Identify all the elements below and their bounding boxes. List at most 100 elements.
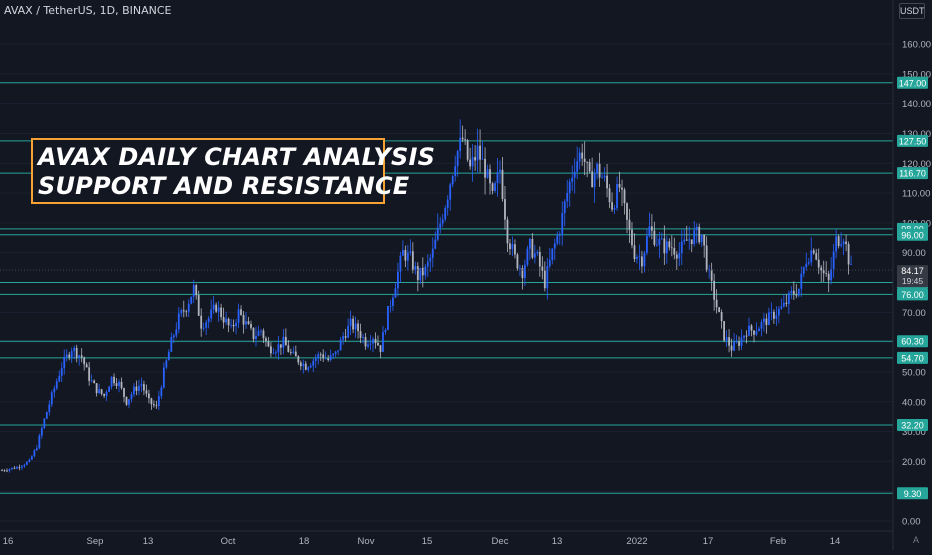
candle [289,348,292,356]
level-price-tags: 147.00127.50116.7098.0096.0080.0076.0060… [897,76,928,500]
candle [840,232,843,248]
candle [304,360,307,371]
candle-body [60,368,63,376]
y-tick-label: 110.00 [902,189,930,200]
candle-body [626,203,628,220]
candle [703,234,706,258]
candle-body [464,139,467,141]
candle [232,319,235,332]
candle-body [297,356,300,363]
candle-body [401,250,404,256]
candle [807,257,810,266]
candle [449,182,452,211]
currency-button[interactable]: USDT [899,3,925,19]
candle [501,156,504,202]
candle [307,366,310,373]
candle-body [255,335,257,340]
candle-body [688,239,691,241]
candle [225,311,227,326]
candle [489,164,491,195]
candle-body [509,243,511,250]
candle [317,351,320,365]
candle [429,253,432,272]
candle-body [566,192,569,202]
candle-body [374,338,377,343]
candle-body [636,257,638,260]
candle [392,294,394,312]
candle-body [237,309,240,323]
candle-body [623,189,626,204]
candle-body [128,399,130,405]
candle [28,458,31,463]
candle [382,325,384,352]
candle-body [785,302,788,304]
candle [372,336,374,353]
candle-body [815,253,818,260]
candle [773,309,775,324]
candle-body [292,351,295,353]
candle [68,351,71,361]
candle-body [429,257,432,262]
candle [763,312,765,332]
candle [526,245,529,267]
title-line-1: AVAX DAILY CHART ANALYSIS [38,143,436,171]
candle [616,176,618,211]
candle [618,171,621,193]
candle-body [347,325,350,338]
candle-body [235,322,237,327]
candle [80,348,83,363]
candle-body [397,271,399,289]
candle-body [439,223,442,228]
candle-body [317,354,320,359]
candle [125,396,128,406]
candle [571,165,574,191]
candle [690,239,693,253]
candle [728,329,730,353]
candle-body [95,383,98,394]
candles [1,119,852,473]
time-axis[interactable]: 16 Sep 13 Oct 18 Nov 15 Dec 13 2022 17 Feb 14 [3,536,841,547]
candle [40,426,43,439]
candle [825,261,828,277]
candle [802,266,805,278]
candle [362,333,364,344]
candle-body [118,381,120,386]
candle-body [613,208,616,210]
candle [190,296,193,305]
symbol-info[interactable]: AVAX / TetherUS, 1D, BINANCE [4,4,172,17]
candle [177,307,180,334]
candle-body [202,327,205,329]
candle-body [484,158,486,178]
candle-body [782,302,785,307]
candle-body [763,318,765,323]
candle [795,284,798,299]
level-tag-bg [897,76,928,89]
candle [43,418,46,430]
candle [115,377,118,390]
candle-body [573,171,576,178]
candle [33,449,36,458]
candle [272,348,275,355]
candle [608,184,611,209]
candle [257,325,260,337]
candle-body [190,296,193,304]
candle [100,388,103,396]
candle-body [6,470,8,472]
candle-body [441,219,444,224]
candle-body [177,313,180,330]
candle [750,324,753,337]
candle-body [65,354,68,358]
candle-body [329,355,332,361]
auto-scale-icon[interactable]: A [912,535,919,545]
candle-body [314,358,317,361]
candle-body [601,177,603,179]
candle-body [73,347,76,352]
candle [546,258,549,300]
x-tick-label: 13 [552,536,563,547]
candle-body [431,248,434,258]
candle [297,355,300,366]
candle [591,157,594,188]
candle [419,267,422,285]
